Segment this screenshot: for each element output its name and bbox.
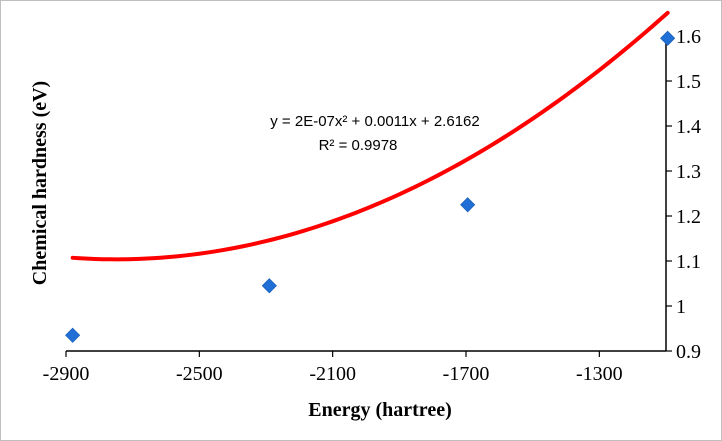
x-tick-label: -1700	[443, 363, 490, 385]
data-point	[65, 327, 81, 343]
data-point	[460, 197, 476, 213]
y-tick-label: 0.9	[676, 341, 701, 363]
trendline	[70, 10, 670, 262]
x-tick-label: -2100	[309, 363, 356, 385]
y-tick-label: 1.4	[676, 116, 701, 138]
x-tick-label: -1300	[576, 363, 623, 385]
y-ticks: 0.9 1 1.1 1.2 1.3 1.4 1.5 1.6	[666, 26, 701, 363]
trendline-r2: R² = 0.9978	[319, 137, 398, 154]
trendline-equation: y = 2E-07x² + 0.0011x + 2.6162	[270, 113, 479, 130]
data-point	[261, 278, 277, 294]
x-ticks: -2900 -2500 -2100 -1700 -1300	[43, 351, 623, 385]
y-tick-label: 1.3	[676, 161, 701, 183]
x-axis-title: Energy (hartree)	[308, 399, 451, 421]
x-tick-label: -2500	[176, 363, 223, 385]
y-tick-label: 1	[676, 296, 686, 318]
y-tick-label: 1.1	[676, 251, 701, 273]
y-tick-label: 1.6	[676, 26, 701, 48]
x-tick-label: -2900	[43, 363, 90, 385]
data-point	[660, 30, 676, 46]
axes	[66, 36, 667, 352]
y-tick-label: 1.5	[676, 71, 701, 93]
y-tick-label: 1.2	[676, 206, 701, 228]
data-points	[65, 30, 676, 343]
y-axis-title: Chemical hardness (eV)	[29, 81, 51, 285]
